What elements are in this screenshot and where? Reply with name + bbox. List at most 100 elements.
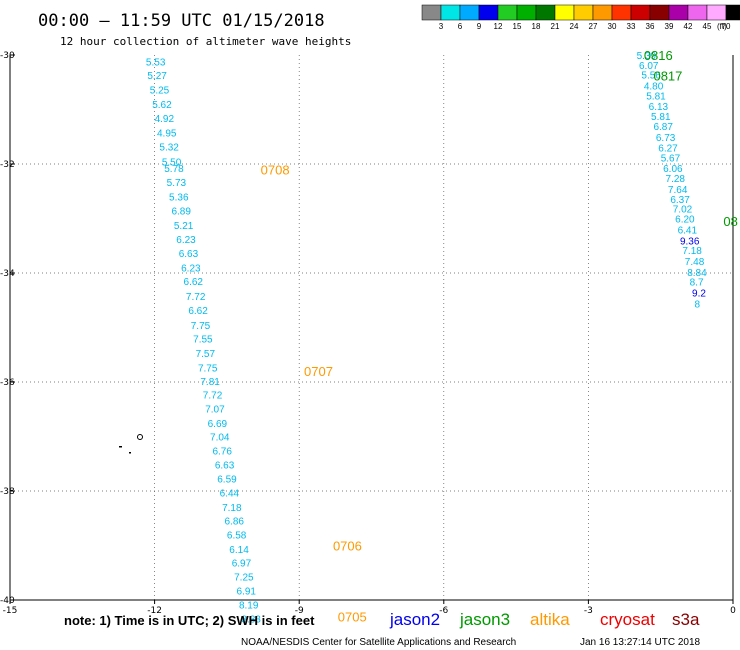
footer-timestamp: Jan 16 13:27:14 UTC 2018 <box>580 637 701 648</box>
units-note: note: 1) Time is in UTC; 2) SWH is in fe… <box>64 613 315 628</box>
colorbar-label: 12 <box>494 22 503 31</box>
colorbar-swatch <box>554 4 575 21</box>
colorbar-swatch <box>573 4 594 21</box>
island-mark <box>137 434 143 440</box>
wave-height-label: 6.91 <box>237 587 257 598</box>
wave-height-label: 6.37 <box>670 195 690 206</box>
satellite-legend-s3a: s3a <box>672 610 700 629</box>
wave-height-label: 5.67 <box>661 153 681 164</box>
pass-time-label: 0708 <box>261 162 290 177</box>
wave-height-label: 4.95 <box>157 128 177 139</box>
wave-height-label: 5.81 <box>646 91 666 102</box>
wave-height-label: 5.56 <box>641 71 661 82</box>
colorbar-label: 36 <box>646 22 655 31</box>
wave-height-label: 8.7 <box>690 278 704 289</box>
colorbar-swatch <box>592 4 613 21</box>
colorbar-label: 42 <box>684 22 693 31</box>
wave-height-label: 7.02 <box>673 205 693 216</box>
wave-height-label: 5.50 <box>162 157 182 168</box>
colorbar-legend: 3 6 9 12 15 18 21 24 27 30 33 36 39 42 45 70(ft) <box>421 4 740 31</box>
wave-height-label: 6.07 <box>639 61 659 72</box>
wave-height-label: 6.14 <box>229 545 249 556</box>
wave-height-label: 7.72 <box>186 292 206 303</box>
wave-height-label: 5.39 <box>637 51 657 62</box>
wave-height-label: 5.81 <box>651 112 671 123</box>
wave-height-label: 6.41 <box>678 225 698 236</box>
colorbar-swatch <box>611 4 632 21</box>
x-tick-label: -12 <box>147 606 162 616</box>
data-marks: 5.53 5.27 5.25 5.62 4.92 4.95 5.32 5.505.78 5.73… <box>146 48 738 626</box>
y-tick-label: -38 <box>0 487 15 497</box>
pass-time-label: 0817 <box>653 69 682 84</box>
wave-height-label: 4.92 <box>155 114 175 125</box>
x-tick-label: -9 <box>295 606 304 616</box>
wave-height-label: 7.07 <box>205 405 225 416</box>
wave-height-label: 6.27 <box>658 144 678 155</box>
colorbar-label: 45 <box>703 22 712 31</box>
wave-height-label: 7.18 <box>222 503 242 514</box>
pass-time-label: 08 <box>723 214 737 229</box>
wave-height-label: 5.25 <box>150 85 170 96</box>
wave-height-label: 6.89 <box>171 206 191 217</box>
colorbar-swatch <box>706 4 727 21</box>
satellite-legend-jason2: jason2 <box>389 610 440 629</box>
wave-height-label: 6.63 <box>179 249 199 260</box>
wave-height-label: 7.75 <box>198 363 218 374</box>
wave-height-label: 6.58 <box>227 531 247 542</box>
wave-height-label: 6.20 <box>675 215 695 226</box>
x-tick-label: -3 <box>584 606 593 616</box>
wave-height-label: 7.81 <box>200 377 220 388</box>
colorbar-swatch <box>421 4 442 21</box>
y-tick-label: -40 <box>0 596 15 606</box>
colorbar-label: 39 <box>665 22 674 31</box>
wave-height-label: 7.25 <box>234 573 254 584</box>
wave-height-label: 7.04 <box>210 433 230 444</box>
wave-height-label: 7.57 <box>196 349 216 360</box>
y-tick-label: -36 <box>0 378 15 388</box>
colorbar-swatch <box>687 4 708 21</box>
wave-height-label: 6.06 <box>663 164 683 175</box>
colorbar-label: 6 <box>458 22 463 31</box>
colorbar-unit: (ft) <box>717 22 727 31</box>
y-tick-label: -32 <box>0 160 15 170</box>
island-marks <box>119 434 143 454</box>
x-tick-label: 0 <box>730 606 736 616</box>
colorbar-label: 70 <box>722 22 731 31</box>
wave-height-label: 6.86 <box>224 516 244 527</box>
wave-height-label: 9.2 <box>692 289 706 300</box>
y-tick-label: -34 <box>0 269 15 279</box>
colorbar-label: 27 <box>589 22 598 31</box>
colorbar-swatch <box>725 4 740 21</box>
satellite-legend-altika: altika <box>530 610 570 629</box>
island-mark <box>129 452 131 454</box>
colorbar-label: 24 <box>570 22 579 31</box>
colorbar-label: 33 <box>627 22 636 31</box>
colorbar-label: 9 <box>477 22 482 31</box>
colorbar-swatch <box>516 4 537 21</box>
wave-height-label: 8 <box>694 300 700 311</box>
wave-height-label: 5.21 <box>174 221 194 232</box>
colorbar-swatch <box>668 4 689 21</box>
colorbar-label: 30 <box>608 22 617 31</box>
wave-height-label: 6.44 <box>220 489 240 500</box>
pass-time-label: 0705 <box>338 609 367 624</box>
wave-height-label: 7.48 <box>685 257 705 268</box>
wave-height-label: 6.76 <box>212 447 232 458</box>
wave-height-label: 6.62 <box>184 277 204 288</box>
wave-height-label: 6.62 <box>188 306 208 317</box>
wave-height-label: 5.32 <box>159 143 179 154</box>
chart-title: 00:00 – 11:59 UTC 01/15/2018 <box>38 11 325 31</box>
colorbar-swatch <box>459 4 480 21</box>
colorbar-swatch <box>630 4 651 21</box>
wave-height-label: 8.84 <box>687 268 707 279</box>
colorbar-swatch <box>649 4 670 21</box>
x-tick-label: -6 <box>439 606 448 616</box>
colorbar-swatch <box>440 4 461 21</box>
colorbar-swatch <box>535 4 556 21</box>
pass-time-label: 0706 <box>333 539 362 554</box>
wave-height-label: 6.87 <box>653 122 673 133</box>
wave-height-label: 7.18 <box>682 246 702 257</box>
wave-height-label: 6.23 <box>181 264 201 275</box>
